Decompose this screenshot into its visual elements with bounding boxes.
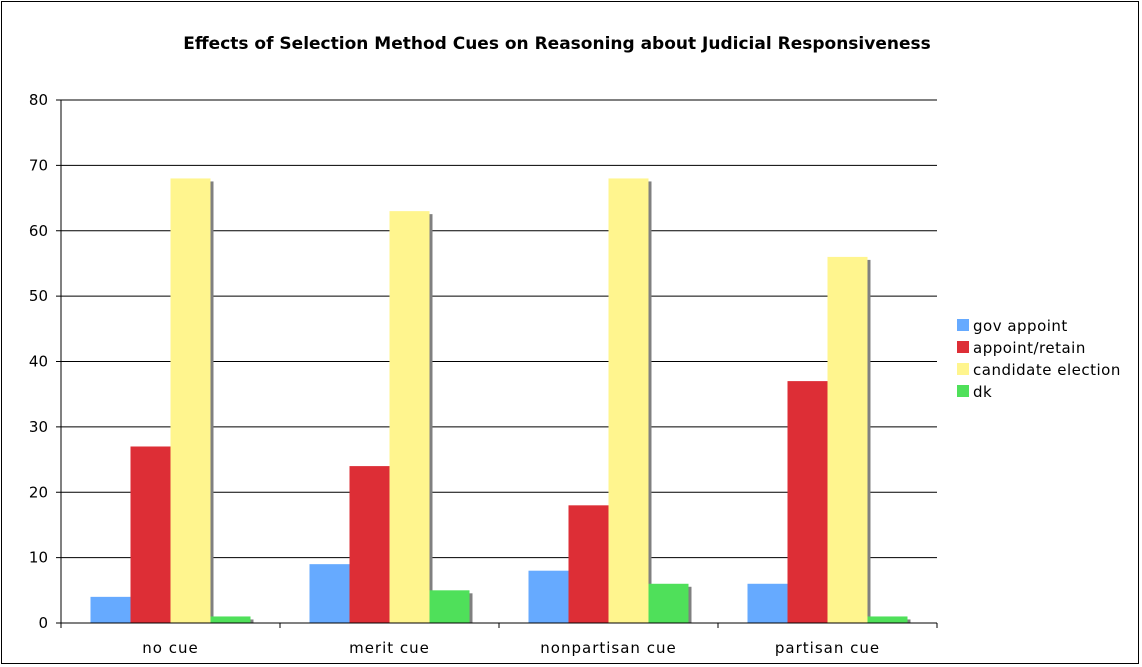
bar-dk <box>210 616 251 623</box>
bar-dk <box>867 616 908 623</box>
legend-swatch <box>957 363 969 375</box>
bar-gov-appoint <box>309 564 350 623</box>
bar-gov-appoint <box>528 570 569 623</box>
legend-label: candidate election <box>973 361 1121 379</box>
y-tick-label: 20 <box>29 483 48 501</box>
legend-label: dk <box>973 383 992 401</box>
bars <box>90 178 911 623</box>
x-category-label: nonpartisan cue <box>540 639 676 657</box>
legend: gov appoint appoint/retain candidate elect… <box>957 317 1121 401</box>
x-category-label: no cue <box>142 639 198 657</box>
y-tick-label: 50 <box>29 287 48 305</box>
x-category-label: merit cue <box>349 639 430 657</box>
chart-title: Effects of Selection Method Cues on Reas… <box>183 34 930 54</box>
bar-appoint-retain <box>787 381 828 623</box>
y-tick-label: 80 <box>29 91 48 109</box>
y-axis-ticks: 0 10 20 30 40 50 60 70 80 <box>29 91 61 632</box>
bar-gov-appoint <box>747 583 788 623</box>
legend-swatch <box>957 341 969 353</box>
bar-candidate-election <box>170 178 211 623</box>
bar-dk <box>648 583 689 623</box>
legend-label: gov appoint <box>973 317 1068 335</box>
x-category-label: partisan cue <box>775 639 880 657</box>
bar-appoint-retain <box>349 466 390 623</box>
y-tick-label: 30 <box>29 418 48 436</box>
y-tick-label: 10 <box>29 549 48 567</box>
legend-swatch <box>957 319 969 331</box>
bar-candidate-election <box>608 178 649 623</box>
legend-label: appoint/retain <box>973 339 1086 357</box>
x-axis-categories: no cue merit cue nonpartisan cue partisan c… <box>142 639 880 657</box>
bar-gov-appoint <box>90 596 131 623</box>
bar-appoint-retain <box>568 505 609 623</box>
bar-dk <box>429 590 470 623</box>
y-tick-label: 60 <box>29 222 48 240</box>
bar-appoint-retain <box>130 446 171 623</box>
y-tick-label: 0 <box>38 614 48 632</box>
bar-candidate-election <box>389 211 430 623</box>
bar-candidate-election <box>827 256 868 623</box>
legend-swatch <box>957 385 969 397</box>
y-tick-label: 40 <box>29 353 48 371</box>
y-tick-label: 70 <box>29 156 48 174</box>
